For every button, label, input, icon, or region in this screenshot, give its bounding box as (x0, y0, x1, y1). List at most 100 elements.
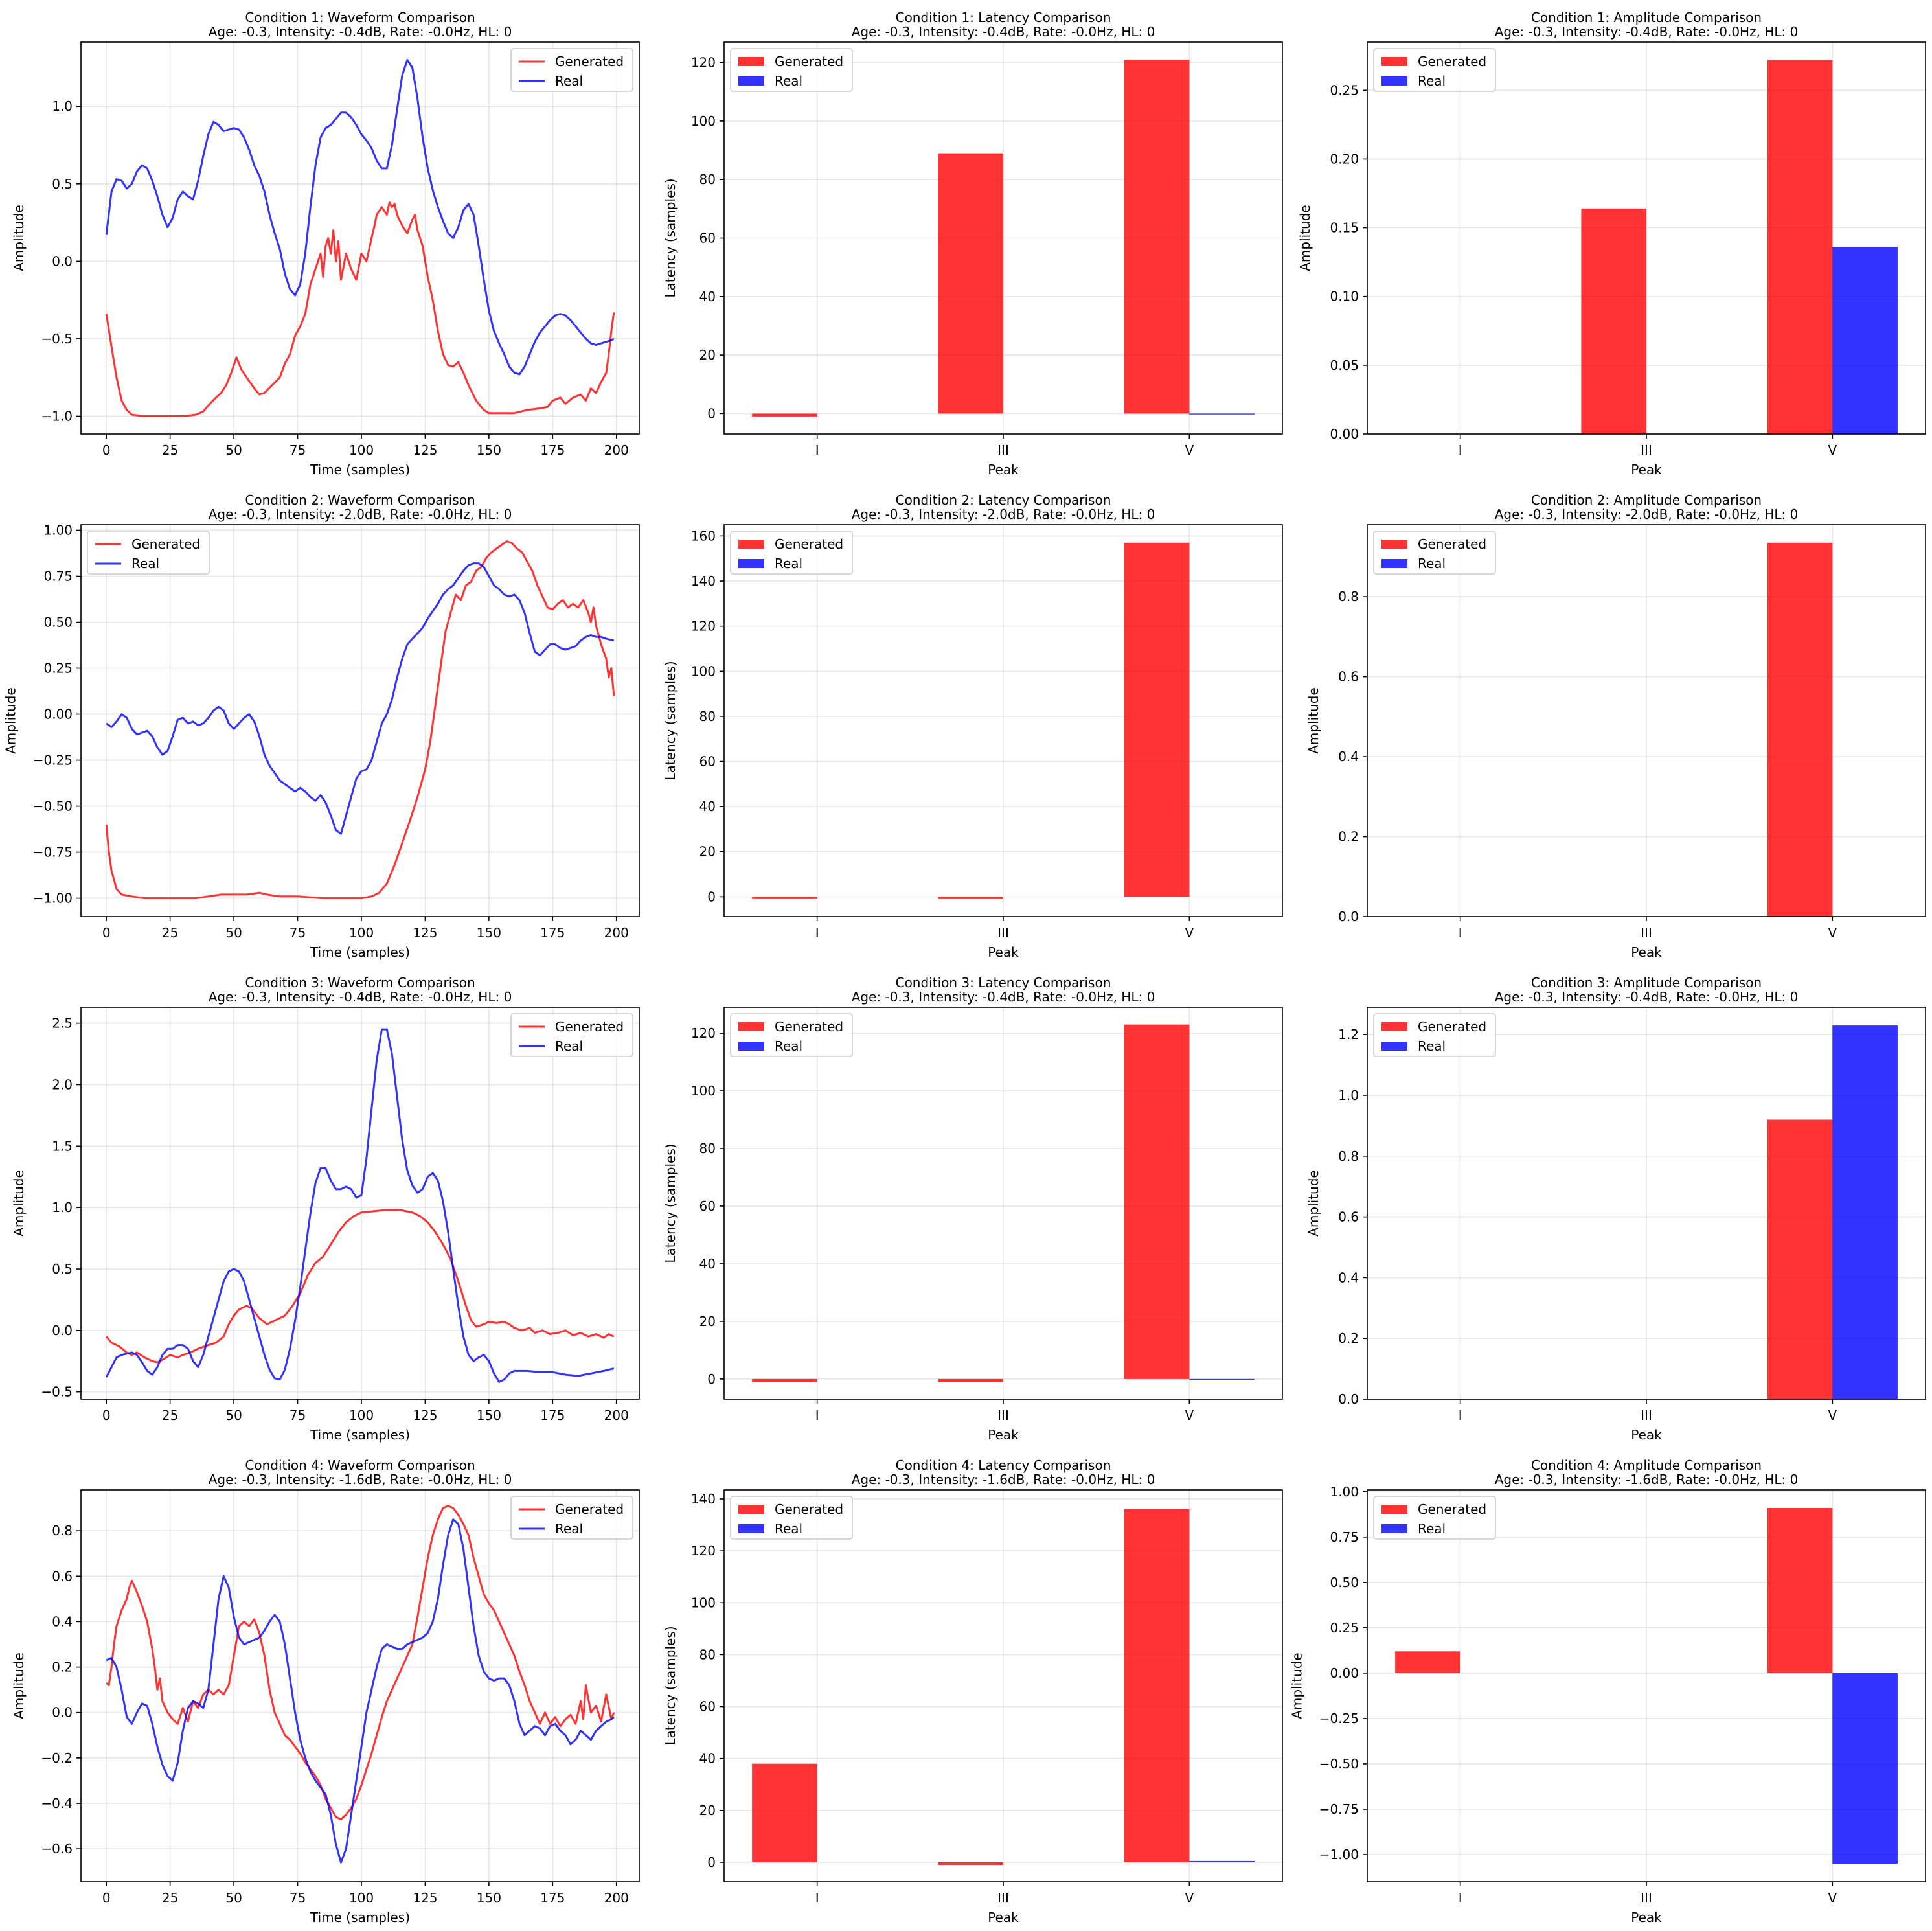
x-tick-label: 75 (290, 442, 306, 458)
y-tick-label: −0.2 (41, 1750, 73, 1766)
x-tick-label: III (1641, 442, 1652, 458)
subplot-subtitle: Age: -0.3, Intensity: -0.4dB, Rate: -0.0… (209, 24, 512, 40)
bar-real-v (1189, 1378, 1255, 1380)
x-axis-label: Peak (1631, 1910, 1662, 1925)
y-tick-label: 0.8 (1338, 589, 1359, 604)
x-tick-label: 100 (349, 1408, 374, 1423)
x-tick-label: I (1459, 1890, 1462, 1906)
subplot-c1-amp: I III V0.000.050.100.150.200.25PeakAmplitu… (1297, 10, 1926, 477)
y-tick-label: 0.25 (43, 661, 73, 676)
y-tick-label: 60 (699, 754, 716, 770)
legend-swatch-generated (1381, 540, 1407, 549)
x-tick-label: 0 (102, 442, 111, 458)
x-tick-label: V (1828, 1890, 1837, 1906)
subplot-c3-wave: 0 25 50 75 100 125 150 175 200 −0.5 0.0 0.5 1.0 1.5 2.… (11, 975, 640, 1443)
bar-generated-i (752, 897, 817, 899)
x-tick-label: V (1185, 1890, 1194, 1906)
bar-generated-i (752, 1763, 817, 1862)
y-tick-label: 1.00 (1330, 1484, 1359, 1500)
subplot-subtitle: Age: -0.3, Intensity: -0.4dB, Rate: -0.0… (1495, 24, 1799, 40)
subplot-title: Condition 2: Amplitude Comparison (1531, 492, 1762, 508)
y-tick-label: −0.75 (1319, 1801, 1359, 1817)
y-tick-label: 0.00 (43, 707, 73, 722)
x-tick-label: I (815, 442, 819, 458)
series-line-real (106, 1518, 615, 1864)
bar-generated-i (1395, 1651, 1460, 1673)
x-tick-label: 0 (102, 1890, 111, 1906)
legend-label: Real (775, 556, 802, 571)
x-tick-label: 175 (540, 1890, 565, 1906)
axes-frame (80, 1007, 640, 1400)
bar-generated-iii (938, 1378, 1003, 1382)
bar-real-v (1832, 1025, 1898, 1399)
bar-generated-v (1767, 542, 1833, 917)
y-tick-label: 0.2 (52, 1660, 73, 1675)
y-tick-label: 20 (699, 1803, 716, 1818)
subplot-c4-amp: I III V−1.00−0.75−0.50−0.250.000.250.500.7… (1290, 1457, 1926, 1925)
legend-label: Real (1418, 556, 1446, 571)
bar-generated-v (1767, 1119, 1833, 1399)
y-axis-label: Amplitude (11, 1170, 27, 1237)
legend-swatch-real (738, 559, 764, 568)
x-tick-label: 0 (102, 925, 111, 941)
x-tick-label: III (997, 1890, 1009, 1906)
y-tick-label: 0 (707, 406, 716, 421)
legend-label: Real (555, 73, 583, 89)
legend: Generated Real (1373, 531, 1496, 575)
x-tick-label: 75 (290, 1408, 306, 1423)
subplot-subtitle: Age: -0.3, Intensity: -0.4dB, Rate: -0.0… (209, 989, 512, 1005)
y-axis-label: Amplitude (11, 1652, 27, 1719)
legend-label: Generated (555, 1019, 624, 1034)
y-tick-label: 0.10 (1330, 289, 1359, 304)
legend-swatch-generated (1381, 1022, 1407, 1031)
x-tick-label: 200 (604, 1890, 629, 1906)
y-tick-label: 0.50 (1330, 1575, 1359, 1590)
legend: Generated Real (730, 1013, 853, 1057)
x-tick-label: I (1459, 925, 1462, 941)
legend-label: Generated (775, 1502, 843, 1517)
bar-generated-v (1124, 60, 1190, 414)
y-tick-label: 60 (699, 1699, 716, 1715)
y-tick-label: 120 (691, 1025, 716, 1041)
legend: Generated Real (510, 1496, 633, 1540)
x-tick-label: 100 (349, 442, 374, 458)
bar-generated-v (1124, 1509, 1190, 1862)
subplot-title: Condition 3: Latency Comparison (896, 975, 1111, 990)
x-tick-label: V (1828, 1408, 1837, 1423)
y-axis-label: Amplitude (1297, 205, 1313, 271)
y-tick-label: −0.25 (33, 753, 73, 768)
subplot-title: Condition 2: Latency Comparison (896, 492, 1111, 508)
legend-label: Real (1418, 1521, 1446, 1537)
subplot-title: Condition 3: Amplitude Comparison (1531, 975, 1762, 990)
x-tick-label: III (997, 442, 1009, 458)
y-tick-label: 1.0 (1338, 1088, 1359, 1103)
y-axis-label: Latency (samples) (663, 1143, 678, 1263)
legend-label: Real (1418, 73, 1446, 89)
y-tick-label: 40 (699, 289, 716, 304)
bar-generated-v (1767, 1508, 1833, 1673)
legend-swatch-real (1381, 76, 1407, 86)
bar-generated-iii (938, 1862, 1003, 1866)
legend-label: Real (775, 73, 802, 89)
y-tick-label: 1.5 (52, 1138, 73, 1154)
y-tick-label: −0.50 (33, 799, 73, 814)
y-tick-label: 120 (691, 619, 716, 634)
x-tick-label: 0 (102, 1408, 111, 1423)
x-tick-label: 150 (477, 1408, 501, 1423)
x-axis-label: Peak (988, 1427, 1019, 1443)
bar-generated-v (1767, 60, 1833, 435)
x-axis-label: Time (samples) (310, 1427, 410, 1443)
y-tick-label: 0.0 (52, 1323, 73, 1338)
legend-label: Real (555, 1521, 583, 1537)
subplot-subtitle: Age: -0.3, Intensity: -1.6dB, Rate: -0.0… (852, 1472, 1155, 1487)
y-tick-label: −1.00 (33, 891, 73, 906)
y-tick-label: 0.75 (1330, 1529, 1359, 1545)
legend: Generated Real (1373, 48, 1496, 92)
series-line-real (105, 1028, 615, 1383)
legend-label: Generated (555, 54, 624, 69)
x-tick-label: 50 (225, 925, 242, 941)
y-tick-label: −0.25 (1319, 1711, 1359, 1726)
bar-generated-i (752, 413, 817, 417)
x-tick-label: V (1185, 442, 1194, 458)
